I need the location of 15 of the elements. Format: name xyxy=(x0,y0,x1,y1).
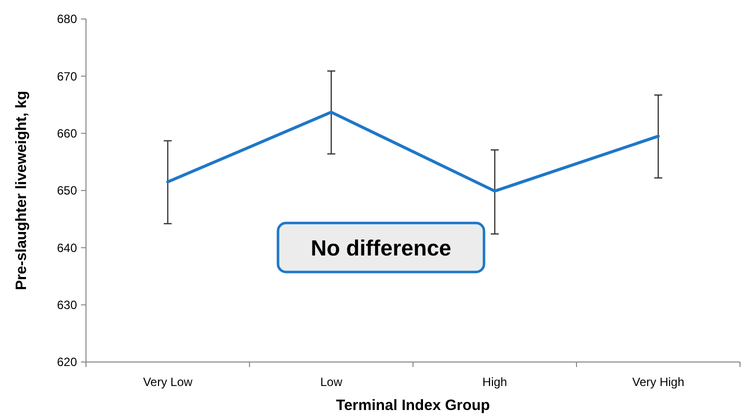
y-axis-title: Pre-slaughter liveweight, kg xyxy=(13,90,30,290)
x-tick-label: High xyxy=(482,375,508,389)
y-tick-label: 630 xyxy=(56,298,78,312)
annotation: No difference xyxy=(310,236,452,261)
x-tick-label: Very Low xyxy=(143,375,193,389)
y-tick-label: 680 xyxy=(56,12,78,26)
x-tick-label: Very High xyxy=(632,375,684,389)
x-axis-title: Terminal Index Group xyxy=(336,397,490,414)
y-tick-label: 660 xyxy=(56,126,78,141)
x-tick-label: Low xyxy=(320,375,343,389)
y-tick-label: 640 xyxy=(56,240,78,255)
y-tick-label: 650 xyxy=(56,184,78,198)
line-series xyxy=(166,110,660,193)
y-tick-label: 620 xyxy=(56,355,78,370)
y-tick-label: 670 xyxy=(56,69,78,84)
